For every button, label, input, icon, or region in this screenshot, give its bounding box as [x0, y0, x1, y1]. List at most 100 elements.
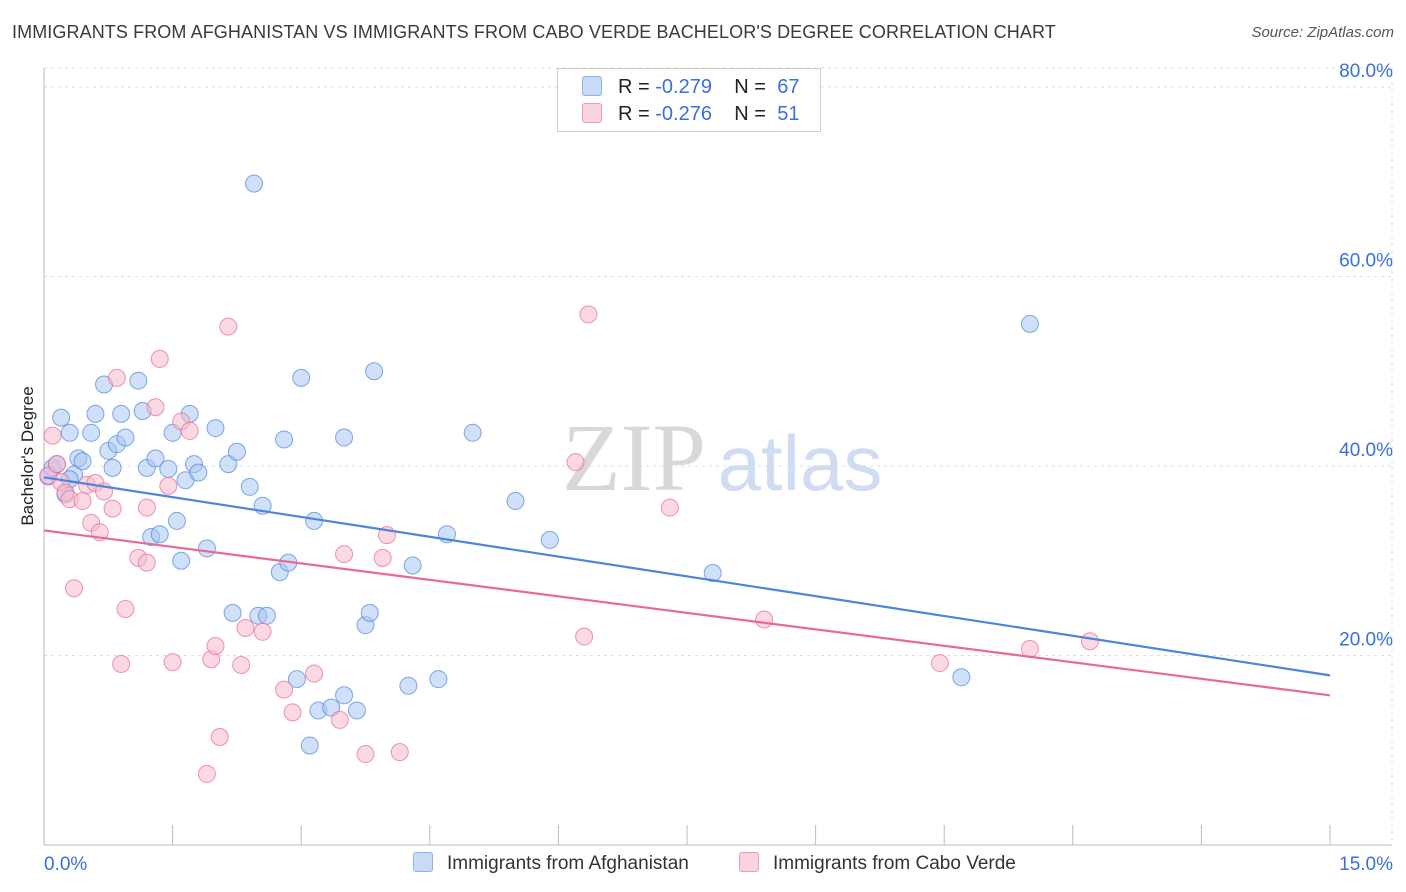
point-caboverde: [390, 743, 409, 762]
point-afghanistan: [146, 449, 165, 468]
point-caboverde: [137, 498, 156, 517]
legend-n-label: N =: [734, 76, 772, 98]
legend-swatch-blue: [413, 852, 433, 872]
point-afghanistan: [197, 539, 216, 558]
y-tick-label: 80.0%: [1339, 61, 1393, 82]
point-afghanistan: [227, 442, 246, 461]
point-afghanistan: [240, 477, 259, 496]
point-caboverde: [566, 453, 585, 472]
axes: [43, 68, 1392, 846]
point-afghanistan: [322, 698, 341, 717]
point-afghanistan: [275, 430, 294, 449]
point-caboverde: [283, 703, 302, 722]
point-afghanistan: [172, 551, 191, 570]
point-caboverde: [236, 619, 255, 638]
legend-label: Immigrants from Cabo Verde: [773, 853, 1016, 874]
trend-lines: [43, 476, 1331, 697]
point-afghanistan: [223, 603, 242, 622]
point-caboverde: [146, 398, 165, 417]
point-afghanistan: [103, 458, 122, 477]
legend-r-label: R =: [618, 76, 656, 98]
chart-title: IMMIGRANTS FROM AFGHANISTAN VS IMMIGRANT…: [12, 22, 1056, 42]
point-caboverde: [253, 622, 272, 641]
point-caboverde: [755, 610, 774, 629]
point-caboverde: [356, 745, 375, 764]
point-afghanistan: [300, 736, 319, 755]
legend-swatch-blue: [582, 76, 602, 96]
legend-item-afghanistan[interactable]: Immigrants from Afghanistan: [413, 852, 689, 875]
point-afghanistan: [952, 668, 971, 687]
legend-label: Immigrants from Afghanistan: [447, 853, 689, 874]
watermark-atlas: atlas: [718, 419, 883, 507]
point-caboverde: [112, 655, 131, 674]
point-caboverde: [47, 455, 66, 474]
point-afghanistan: [73, 452, 92, 471]
point-caboverde: [206, 637, 225, 656]
point-afghanistan: [219, 455, 238, 474]
point-caboverde: [373, 548, 392, 567]
point-caboverde: [137, 553, 156, 572]
x-tick-label: 0.0%: [44, 854, 87, 875]
point-afghanistan: [399, 676, 418, 695]
point-afghanistan: [116, 428, 135, 447]
point-caboverde: [660, 498, 679, 517]
point-afghanistan: [347, 701, 366, 720]
legend-r-value: -0.279: [655, 76, 712, 98]
point-caboverde: [43, 426, 62, 445]
point-caboverde: [107, 368, 126, 387]
point-caboverde: [73, 492, 92, 511]
point-caboverde: [116, 600, 135, 619]
point-afghanistan: [245, 174, 264, 193]
point-afghanistan: [206, 419, 225, 438]
point-caboverde: [305, 664, 324, 683]
point-caboverde: [197, 764, 216, 783]
watermark-zip: ZIP: [562, 404, 706, 511]
point-caboverde: [180, 421, 199, 440]
point-afghanistan: [129, 371, 148, 390]
point-afghanistan: [167, 511, 186, 530]
point-caboverde: [335, 545, 354, 564]
legend-n-value: 67: [777, 76, 800, 98]
legend-n-value: 51: [777, 103, 800, 125]
point-afghanistan: [257, 606, 276, 625]
legend-row-afghanistan: R = -0.279 N = 67: [582, 76, 799, 98]
trend-line-caboverde: [43, 529, 1331, 697]
point-afghanistan: [86, 404, 105, 423]
trend-line-afghanistan: [43, 476, 1331, 677]
point-afghanistan: [52, 408, 71, 427]
point-afghanistan: [292, 368, 311, 387]
point-afghanistan: [287, 670, 306, 689]
point-afghanistan: [365, 362, 384, 381]
tick-labels: 20.0% 40.0% 60.0% 80.0% 0.0% 15.0%: [44, 61, 1393, 875]
point-afghanistan: [506, 492, 525, 511]
series-legend: Immigrants from Afghanistan Immigrants f…: [0, 850, 1406, 876]
legend-r-value: -0.276: [655, 103, 712, 125]
point-caboverde: [210, 727, 229, 746]
point-caboverde: [579, 305, 598, 324]
point-caboverde: [103, 499, 122, 518]
point-afghanistan: [1020, 314, 1039, 333]
point-afghanistan: [403, 556, 422, 575]
point-afghanistan: [82, 423, 101, 442]
point-afghanistan: [703, 564, 722, 583]
point-caboverde: [275, 680, 294, 699]
point-caboverde: [219, 317, 238, 336]
point-caboverde: [65, 579, 84, 598]
point-caboverde: [159, 476, 178, 495]
y-tick-label: 60.0%: [1339, 250, 1393, 271]
point-caboverde: [1020, 639, 1039, 658]
point-afghanistan: [360, 603, 379, 622]
point-caboverde: [930, 654, 949, 673]
point-caboverde: [330, 710, 349, 729]
legend-row-caboverde: R = -0.276 N = 51: [582, 103, 799, 125]
point-afghanistan: [335, 686, 354, 705]
watermark: ZIP atlas: [562, 404, 882, 511]
point-caboverde: [232, 655, 251, 674]
point-afghanistan: [463, 423, 482, 442]
point-afghanistan: [60, 423, 79, 442]
legend-item-caboverde[interactable]: Immigrants from Cabo Verde: [739, 852, 1016, 875]
point-afghanistan: [189, 463, 208, 482]
legend-swatch-pink: [739, 852, 759, 872]
point-afghanistan: [335, 428, 354, 447]
